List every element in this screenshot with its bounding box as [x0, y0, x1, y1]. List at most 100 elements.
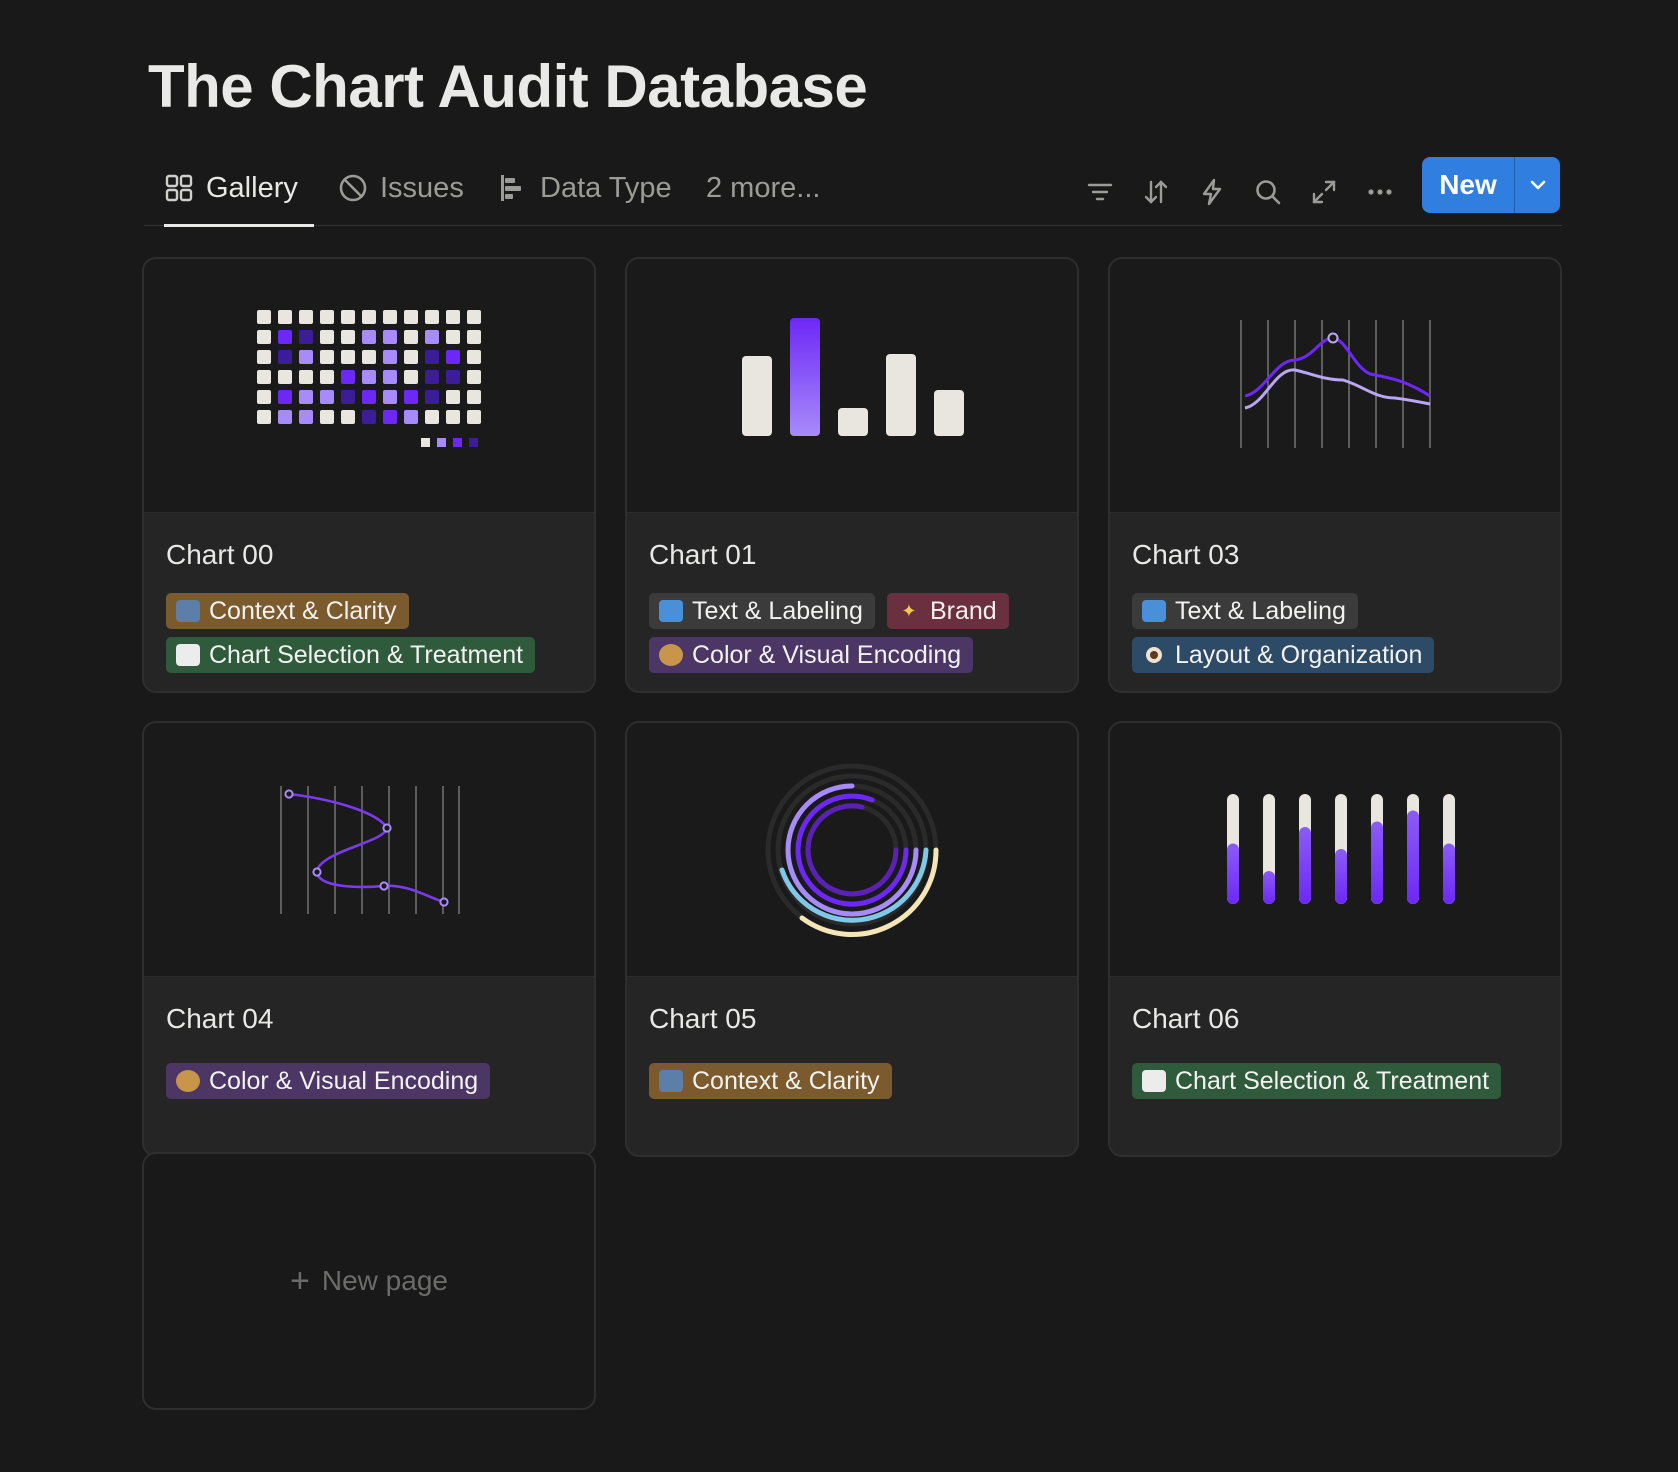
chart-icon	[176, 644, 200, 666]
waffle-cell	[299, 369, 313, 384]
search-icon[interactable]	[1250, 174, 1286, 210]
series-line	[288, 792, 445, 903]
radial-chart	[765, 763, 939, 937]
tab-more[interactable]: 2 more...	[706, 171, 821, 204]
tag-label: Text & Labeling	[692, 596, 863, 625]
card-title: Chart 03	[1132, 539, 1240, 570]
tag-label: Text & Labeling	[1175, 596, 1346, 625]
waffle-cell	[362, 309, 376, 324]
tag-color-encoding: Color & Visual Encoding	[166, 1063, 491, 1099]
prohibited-icon	[338, 173, 368, 203]
tab-issues[interactable]: Issues	[338, 150, 464, 226]
map-icon	[659, 1070, 683, 1092]
card-title: Chart 00	[166, 539, 274, 570]
gauge-fill	[1299, 826, 1311, 904]
lightning-icon[interactable]	[1194, 174, 1230, 210]
tag-label: Brand	[929, 596, 997, 625]
gauge-fill	[1443, 843, 1455, 904]
waffle-cell	[404, 389, 418, 404]
ring-arc	[785, 783, 919, 916]
tag-label: Context & Clarity	[692, 1066, 880, 1095]
radial-chart-preview	[627, 723, 1077, 977]
waffle-cell	[341, 409, 355, 424]
waffle-cell	[404, 369, 418, 384]
card-title: Chart 04	[166, 1003, 274, 1034]
card-tags: Color & Visual Encoding	[166, 1063, 578, 1107]
gallery-card[interactable]: Chart 06 Chart Selection & Treatment	[1108, 721, 1562, 1157]
more-icon[interactable]	[1362, 174, 1398, 210]
tab-data-type[interactable]: Data Type	[498, 150, 672, 226]
card-tags: Context & Clarity Chart Selection & Trea…	[166, 593, 578, 681]
waffle-cell	[299, 309, 313, 324]
waffle-cell	[446, 409, 460, 424]
waffle-cell	[467, 409, 481, 424]
gallery-icon	[164, 173, 194, 203]
bar	[742, 355, 772, 436]
gauge-fill	[1407, 810, 1419, 904]
waffle-cell	[467, 329, 481, 344]
ring-arc	[779, 847, 929, 923]
waffle-cell	[362, 329, 376, 344]
waffle-cell	[383, 329, 397, 344]
waffle-cell	[299, 329, 313, 344]
bar	[838, 407, 868, 436]
card-tags: Context & Clarity	[649, 1063, 1061, 1107]
waffle-cell	[467, 389, 481, 404]
new-page-button[interactable]: + New page	[144, 1154, 594, 1408]
waffle-cell	[320, 369, 334, 384]
tag-label: Context & Clarity	[209, 596, 397, 625]
bar	[790, 317, 820, 436]
tag-label: Color & Visual Encoding	[692, 640, 962, 669]
waffle-cell	[278, 349, 292, 364]
tag-label: Chart Selection & Treatment	[1175, 1066, 1490, 1095]
new-button-divider	[1514, 157, 1515, 213]
palette-icon	[659, 644, 683, 666]
waffle-cell	[278, 329, 292, 344]
bar-chart-icon	[498, 173, 528, 203]
gallery-card[interactable]: Chart 05 Context & Clarity	[625, 721, 1079, 1157]
gallery-card[interactable]: Chart 03 Text & Labeling Layout & Organi…	[1108, 257, 1562, 693]
sort-icon[interactable]	[1138, 174, 1174, 210]
gallery-card[interactable]: Chart 01 Text & Labeling ✦ Brand Color &…	[625, 257, 1079, 693]
tag-context-clarity: Context & Clarity	[166, 593, 409, 629]
chart-icon	[1142, 1070, 1166, 1092]
waffle-cell	[257, 389, 271, 404]
line-chart-preview	[1110, 259, 1560, 513]
gallery-card[interactable]: Chart 00 Context & Clarity Chart Selecti…	[142, 257, 596, 693]
map-icon	[176, 600, 200, 622]
ring-arc	[805, 802, 899, 896]
bar	[886, 353, 916, 436]
gridlines	[280, 785, 460, 914]
new-page-card[interactable]: + New page	[142, 1152, 596, 1410]
waffle-legend-cell	[421, 437, 430, 447]
chevron-down-icon[interactable]	[1515, 157, 1560, 213]
tag-context-clarity: Context & Clarity	[649, 1063, 892, 1099]
data-points	[284, 788, 449, 907]
waffle-grid-chart	[257, 309, 481, 447]
new-button-group: New	[1422, 157, 1560, 213]
expand-icon[interactable]	[1306, 174, 1342, 210]
waffle-legend-cell	[453, 437, 462, 447]
dizzy-icon: ✦	[901, 601, 917, 621]
waffle-cell	[278, 369, 292, 384]
bar-chart	[742, 317, 964, 436]
waffle-cell	[425, 329, 439, 344]
waffle-cell	[446, 349, 460, 364]
filter-icon[interactable]	[1082, 174, 1118, 210]
waffle-cell	[257, 409, 271, 424]
waffle-cell	[278, 309, 292, 324]
waffle-cell	[362, 389, 376, 404]
tag-color-encoding: Color & Visual Encoding	[649, 637, 974, 673]
new-button[interactable]: New	[1439, 169, 1497, 200]
tab-gallery[interactable]: Gallery	[164, 150, 314, 227]
waffle-cell	[467, 349, 481, 364]
data-point	[1327, 332, 1339, 343]
tag-text-labeling: Text & Labeling	[1132, 593, 1358, 629]
waffle-cell	[362, 409, 376, 424]
eye-icon	[1142, 644, 1166, 666]
tab-gallery-label: Gallery	[206, 171, 298, 204]
waffle-cell	[383, 409, 397, 424]
gallery-card[interactable]: Chart 04 Color & Visual Encoding	[142, 721, 596, 1157]
line-chart	[1240, 319, 1431, 448]
waffle-cell	[404, 409, 418, 424]
